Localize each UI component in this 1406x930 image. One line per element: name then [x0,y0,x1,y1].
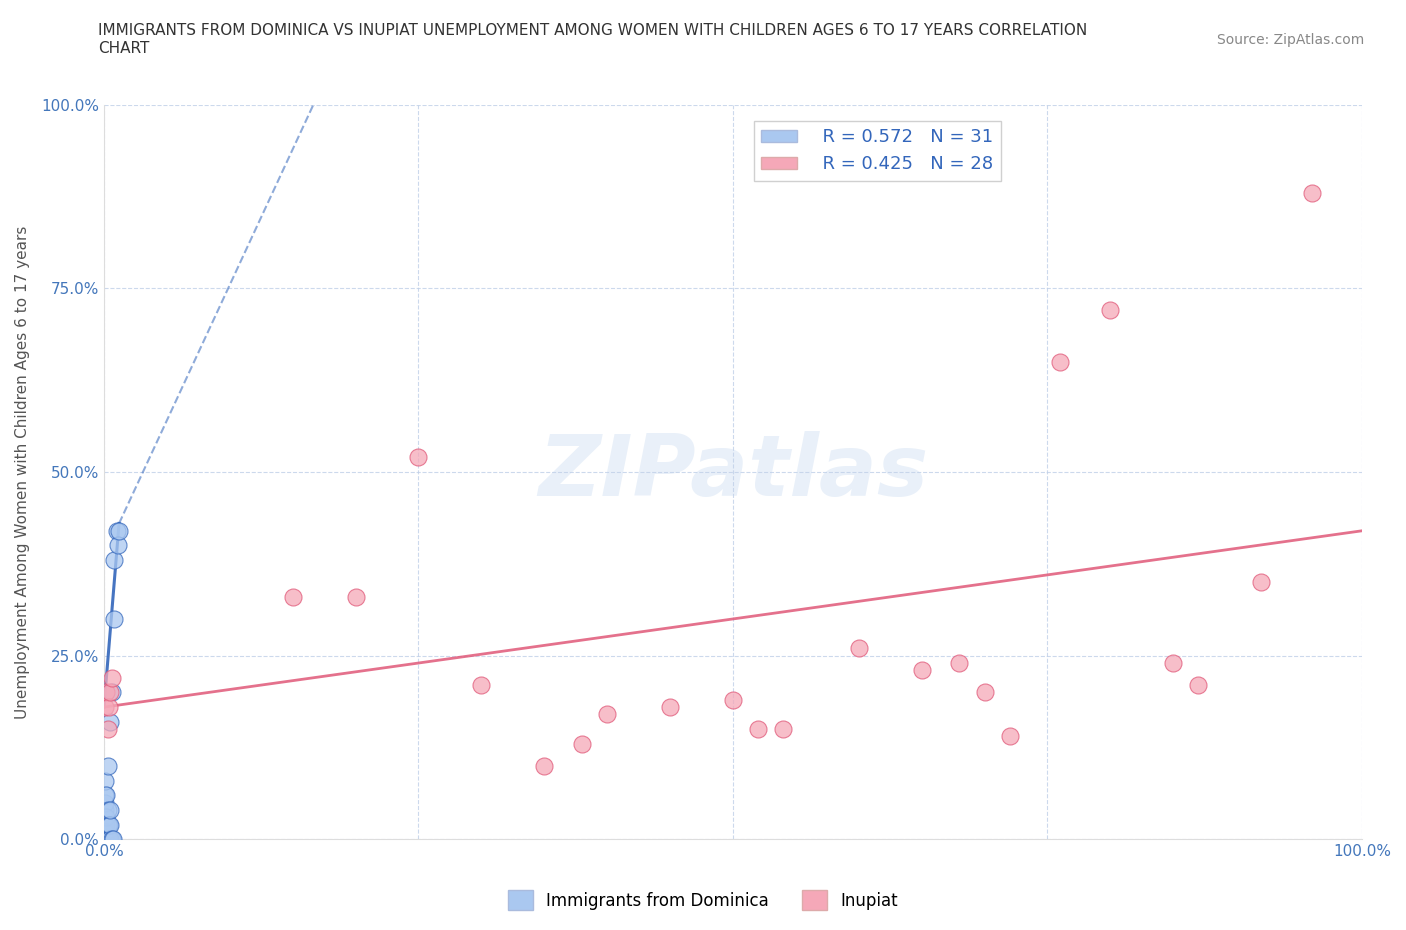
Text: ZIPatlas: ZIPatlas [538,431,928,513]
Point [96,832,118,847]
Point [97,803,120,817]
Point [94,795,117,810]
Point [408,450,430,465]
Point [948,656,970,671]
Text: IMMIGRANTS FROM DOMINICA VS INUPIAT UNEMPLOYMENT AMONG WOMEN WITH CHILDREN AGES : IMMIGRANTS FROM DOMINICA VS INUPIAT UNEM… [98,23,1088,56]
Point [848,641,870,656]
Point [1049,354,1071,369]
Point [96,817,118,832]
Point [94,788,117,803]
Point [105,524,128,538]
Point [1161,656,1184,671]
Y-axis label: Unemployment Among Women with Children Ages 6 to 17 years: Unemployment Among Women with Children A… [15,225,30,719]
Point [98,832,121,847]
Point [103,612,125,627]
Point [97,722,120,737]
Point [94,810,117,825]
Point [100,832,122,847]
Point [1301,185,1323,200]
Point [973,685,995,700]
Point [911,663,934,678]
Legend: Immigrants from Dominica, Inupiat: Immigrants from Dominica, Inupiat [501,884,905,917]
Point [344,590,367,604]
Point [533,759,555,774]
Point [1250,575,1272,590]
Point [96,685,118,700]
Point [107,538,129,553]
Point [97,817,120,832]
Legend:   R = 0.572   N = 31,   R = 0.425   N = 28: R = 0.572 N = 31, R = 0.425 N = 28 [754,121,1001,180]
Point [94,773,117,788]
Point [998,729,1021,744]
Point [101,832,124,847]
Point [97,832,120,847]
Point [772,722,794,737]
Point [94,803,117,817]
Point [571,737,593,751]
Point [98,817,121,832]
Point [98,817,121,832]
Point [98,832,121,847]
Point [96,825,118,840]
Point [1187,678,1209,693]
Point [659,699,682,714]
Point [97,759,120,774]
Point [108,524,131,538]
Point [596,707,619,722]
Point [96,788,118,803]
Point [94,817,117,832]
Point [98,699,121,714]
Point [100,671,122,685]
Point [94,699,117,714]
Point [96,810,118,825]
Point [94,832,117,847]
Point [98,803,121,817]
Text: Source: ZipAtlas.com: Source: ZipAtlas.com [1216,33,1364,46]
Point [747,722,769,737]
Point [1099,303,1122,318]
Point [100,685,122,700]
Point [470,678,492,693]
Point [721,692,744,707]
Point [94,825,117,840]
Point [103,552,125,567]
Point [281,590,304,604]
Point [98,685,121,700]
Point [98,714,121,729]
